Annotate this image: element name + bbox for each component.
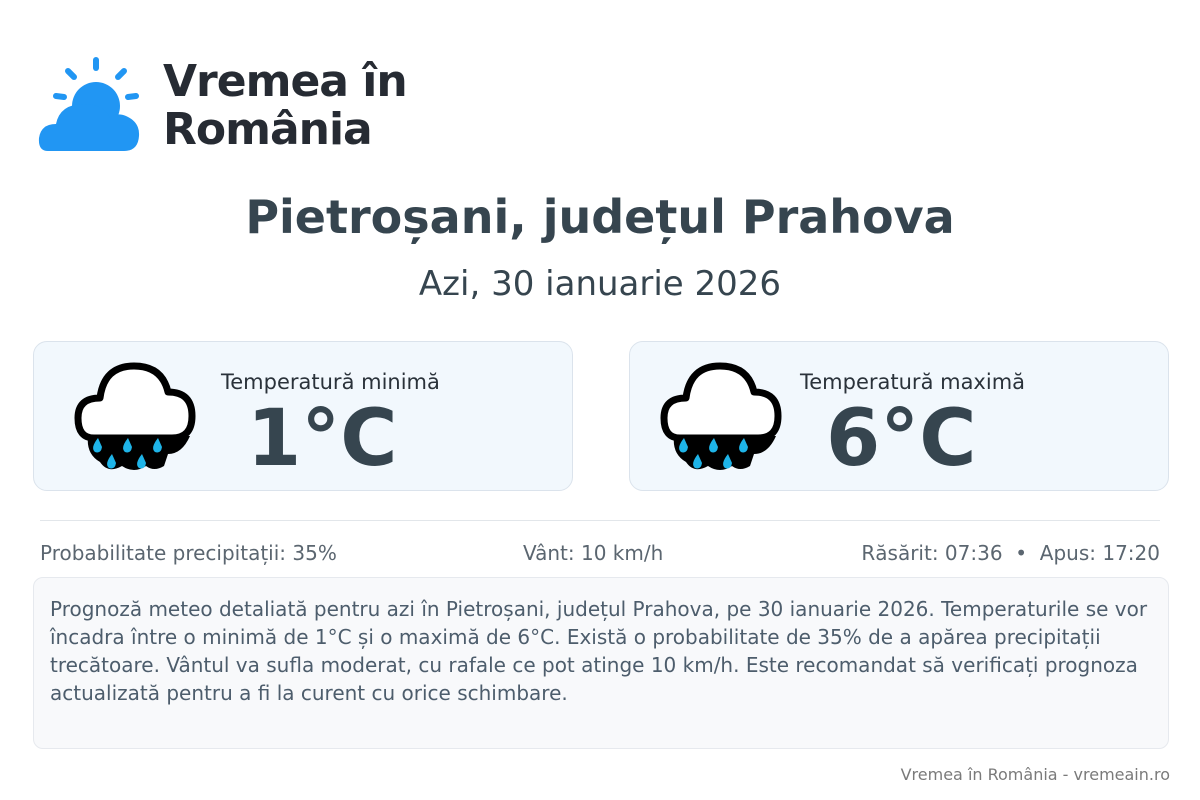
footer-credit[interactable]: Vremea în România - vremeain.ro <box>900 765 1170 784</box>
sun-cloud-icon <box>38 57 140 151</box>
brand-line1: Vremea în <box>163 56 408 107</box>
min-temperature-value: 1°C <box>247 394 398 484</box>
max-temperature-card: Temperatură maximă 6°C <box>629 341 1169 491</box>
divider <box>40 520 1160 521</box>
forecast-date: Azi, 30 ianuarie 2026 <box>418 264 782 304</box>
rain-cloud-icon <box>660 362 782 470</box>
wind-speed: Vânt: 10 km/h <box>523 541 664 565</box>
min-temperature-label: Temperatură minimă <box>221 370 440 394</box>
brand-name: Vremea în România <box>163 56 408 155</box>
brand-line2: România <box>163 104 373 155</box>
max-temperature-value: 6°C <box>826 394 977 484</box>
max-temperature-label: Temperatură maximă <box>800 370 1026 394</box>
min-temperature-card: Temperatură minimă 1°C <box>33 341 573 491</box>
brand-logo[interactable]: Vremea în România <box>36 54 408 154</box>
sunrise-sunset: Răsărit: 07:36 • Apus: 17:20 <box>861 541 1160 565</box>
page-title: Pietroșani, județul Prahova <box>245 190 955 244</box>
rain-cloud-icon <box>74 362 196 470</box>
forecast-description: Prognoză meteo detaliată pentru azi în P… <box>33 577 1169 749</box>
precipitation-probability: Probabilitate precipitații: 35% <box>40 541 337 565</box>
